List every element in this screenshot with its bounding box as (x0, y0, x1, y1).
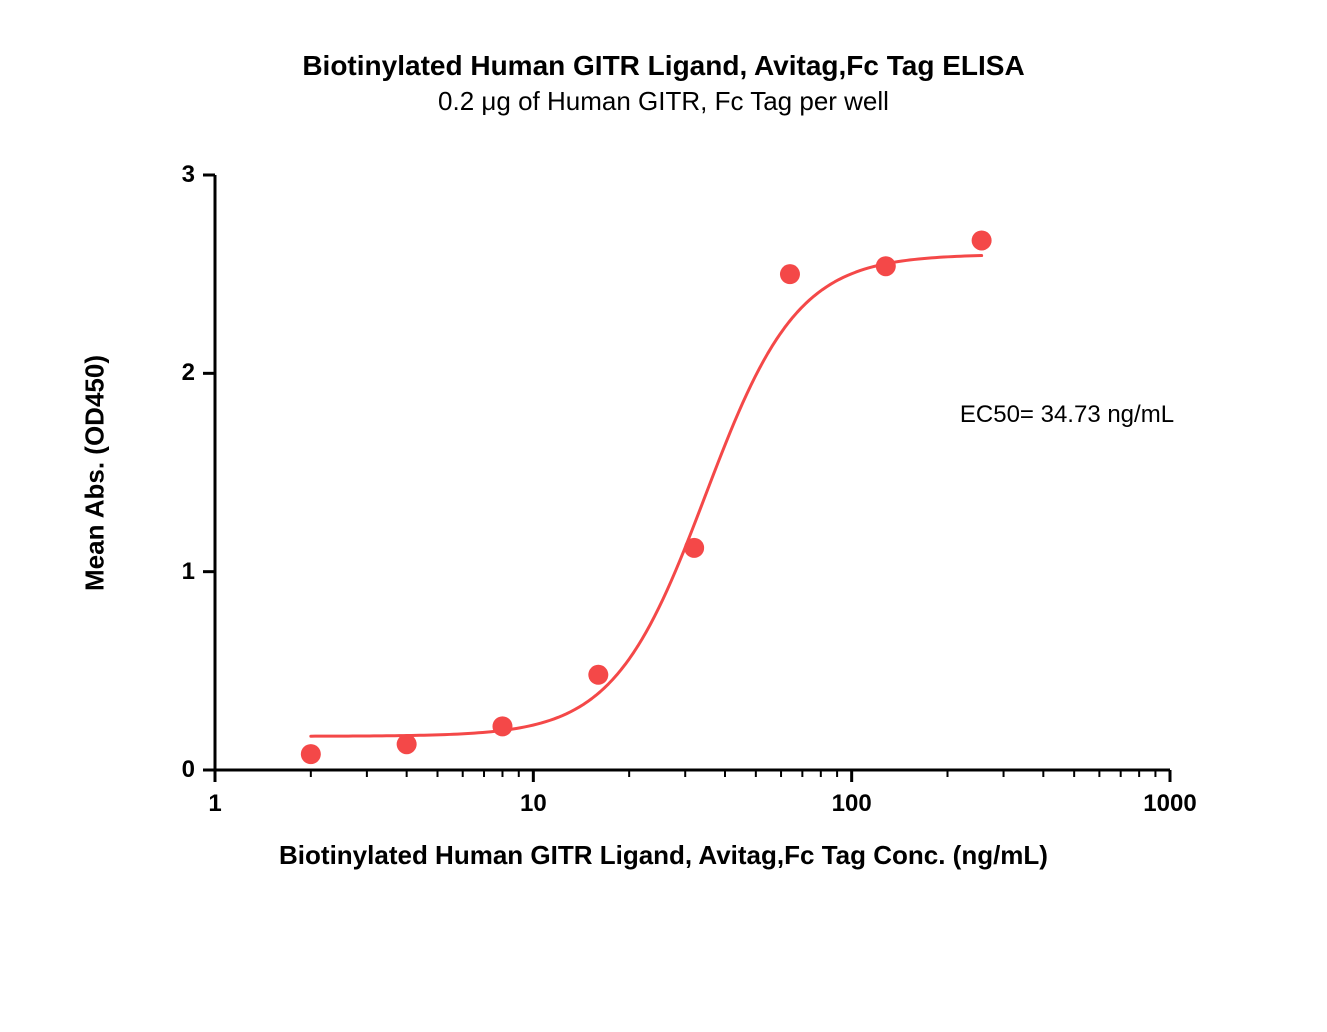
x-tick-label: 10 (503, 790, 563, 818)
x-tick-label: 1000 (1140, 790, 1200, 818)
chart-svg (0, 0, 1327, 1032)
x-tick-label: 100 (822, 790, 882, 818)
x-tick-label: 1 (185, 790, 245, 818)
y-tick-label: 1 (182, 558, 195, 586)
y-tick-label: 2 (182, 359, 195, 387)
chart-container: Biotinylated Human GITR Ligand, Avitag,F… (0, 0, 1327, 1032)
y-tick-label: 3 (182, 161, 195, 189)
y-tick-label: 0 (182, 756, 195, 784)
